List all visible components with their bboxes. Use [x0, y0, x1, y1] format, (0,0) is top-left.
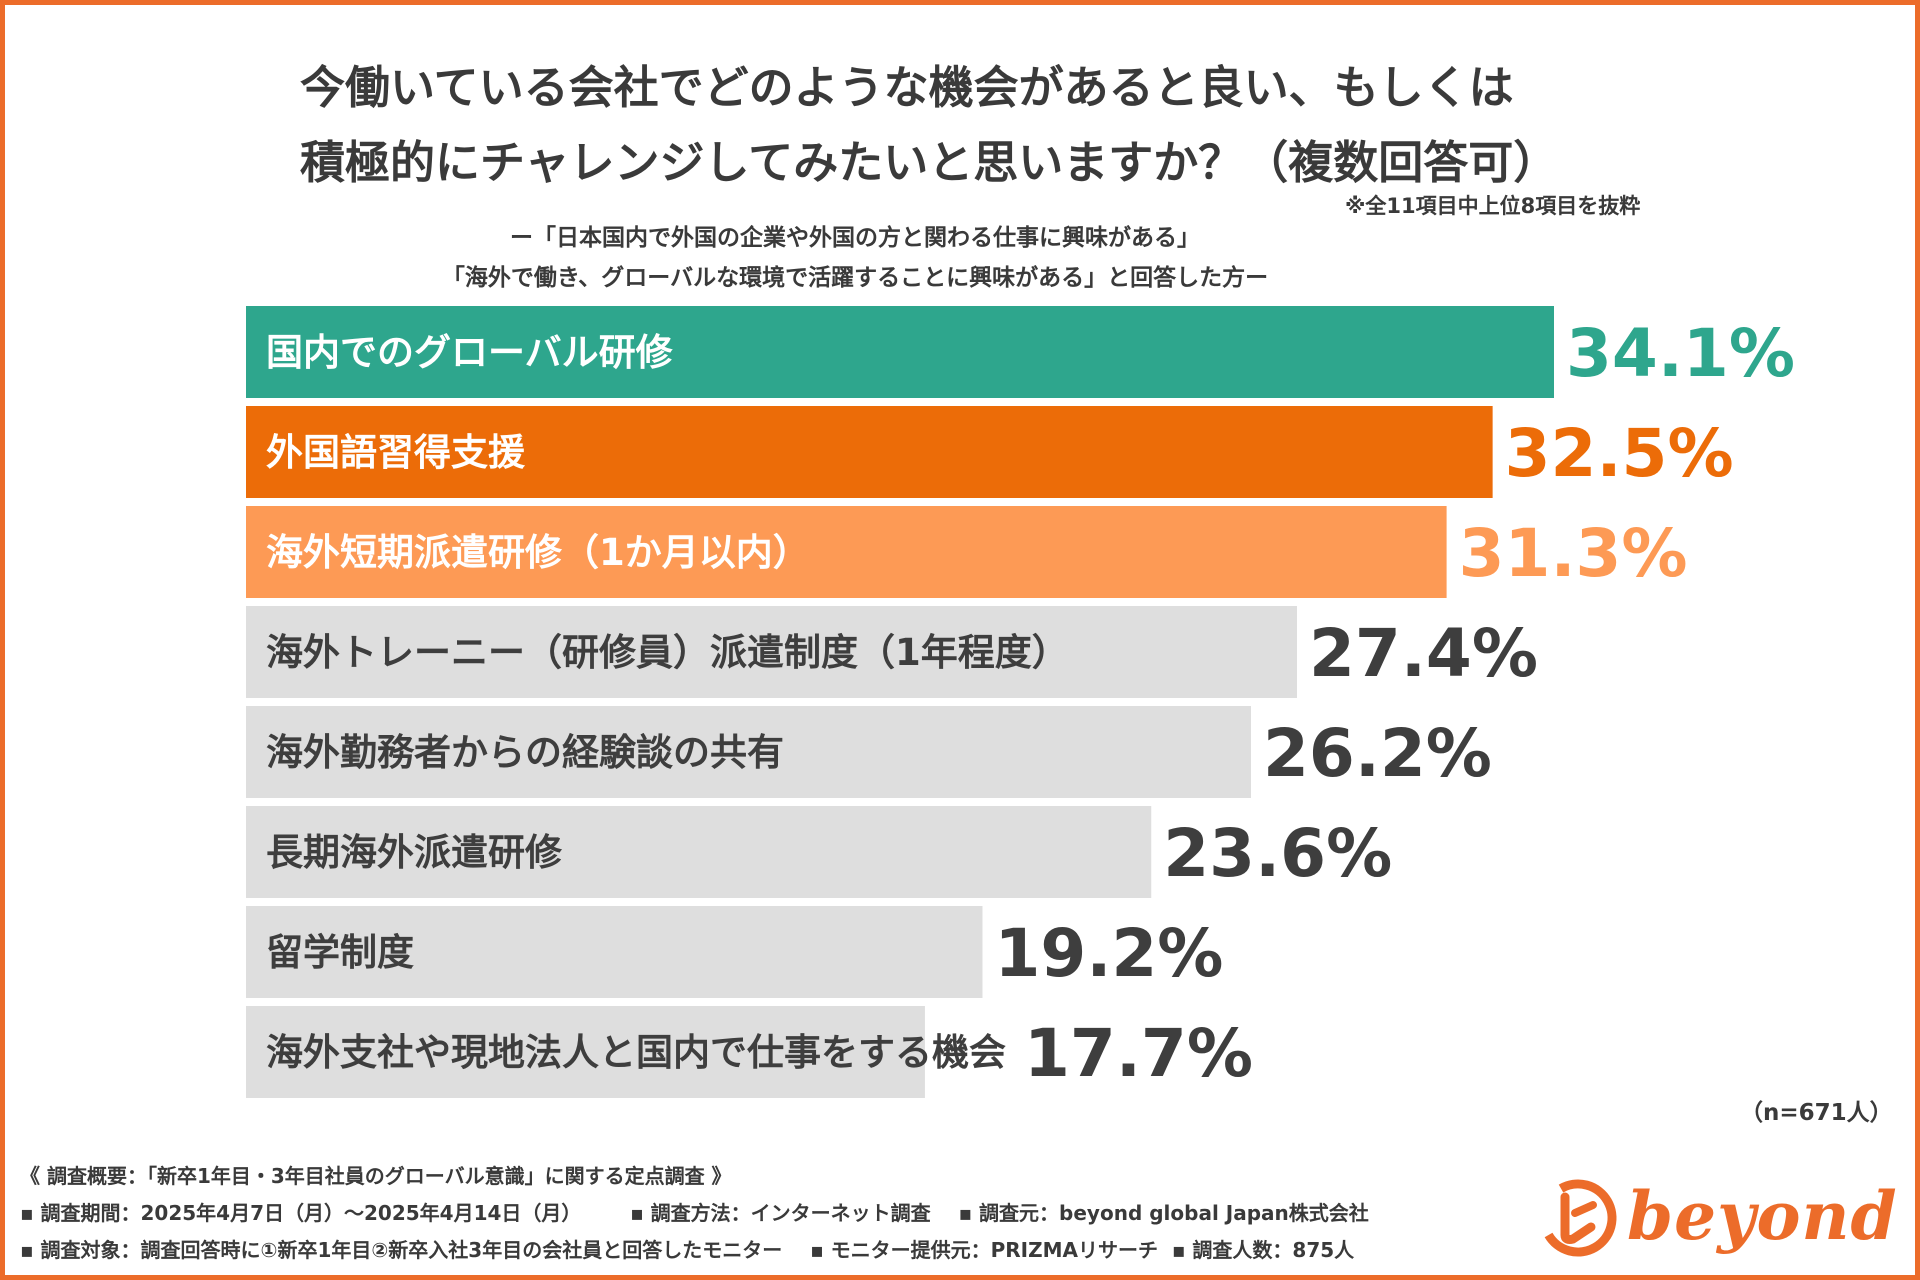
beyond-logo: beyond: [1535, 1175, 1905, 1261]
bar-value-5: 26.2%: [1263, 715, 1492, 792]
chart-title: 今働いている会社でどのような機会があると良い、もしくは 積極的にチャレンジしてみ…: [300, 50, 1700, 200]
bar-4: [246, 606, 1298, 698]
bar-7: [246, 906, 983, 998]
title-line-2: 積極的にチャレンジしてみたいと思いますか？（複数回答可）: [300, 136, 1559, 189]
survey-details-2: ▪ 調査対象：調査回答時に①新卒1年目②新卒入社3年目の会社員と回答したモニター…: [20, 1238, 1355, 1262]
beyond-logo-text: beyond: [1627, 1177, 1898, 1255]
bar-value-1: 34.1%: [1566, 315, 1795, 392]
selection-note: ※全11項目中上位8項目を抜粋: [1345, 194, 1641, 218]
bar-2: [246, 406, 1493, 498]
bar-label-5: 海外勤務者からの経験談の共有: [266, 731, 784, 774]
bar-label-3: 海外短期派遣研修（1か月以内）: [266, 531, 810, 574]
subtitle-line-2: 「海外で働き、グローバルな環境で活躍することに興味がある」と回答した方ー: [441, 265, 1269, 291]
bar-label-7: 留学制度: [266, 931, 414, 974]
bar-value-4: 27.4%: [1309, 615, 1538, 692]
beyond-swirl-logo-icon: [1539, 1179, 1617, 1257]
chart-subtitle: ー「日本国内で外国の企業や外国の方と関わる仕事に興味がある」 「海外で働き、グロ…: [245, 218, 1465, 298]
survey-overview: 《 調査概要：「新卒1年目・3年目社員のグローバル意識」に関する定点調査 》: [20, 1164, 732, 1188]
bar-value-3: 31.3%: [1459, 515, 1688, 592]
bar-label-2: 外国語習得支援: [266, 431, 526, 474]
bar-label-8: 海外支社や現地法人と国内で仕事をする機会: [266, 1031, 1006, 1074]
bar-label-1: 国内でのグローバル研修: [266, 331, 674, 374]
subtitle-line-1: ー「日本国内で外国の企業や外国の方と関わる仕事に興味がある」: [510, 225, 1200, 251]
bar-value-2: 32.5%: [1505, 415, 1734, 492]
bar-label-4: 海外トレーニー（研修員）派遣制度（1年程度）: [266, 631, 1069, 674]
bar-5: [246, 706, 1251, 798]
bar-8: [246, 1006, 925, 1098]
sample-size-note: （n=671人）: [1740, 1100, 1893, 1126]
bar-value-8: 17.7%: [1024, 1015, 1253, 1092]
bar-1: [246, 306, 1554, 398]
survey-details-1: ▪ 調査期間：2025年4月7日（月）～2025年4月14日（月） ▪ 調査方法…: [20, 1201, 1369, 1225]
title-line-1: 今働いている会社でどのような機会があると良い、もしくは: [300, 61, 1514, 114]
bar-3: [246, 506, 1447, 598]
bar-label-6: 長期海外派遣研修: [266, 831, 563, 874]
bar-6: [246, 806, 1152, 898]
bar-value-6: 23.6%: [1163, 815, 1392, 892]
bar-value-7: 19.2%: [994, 915, 1223, 992]
